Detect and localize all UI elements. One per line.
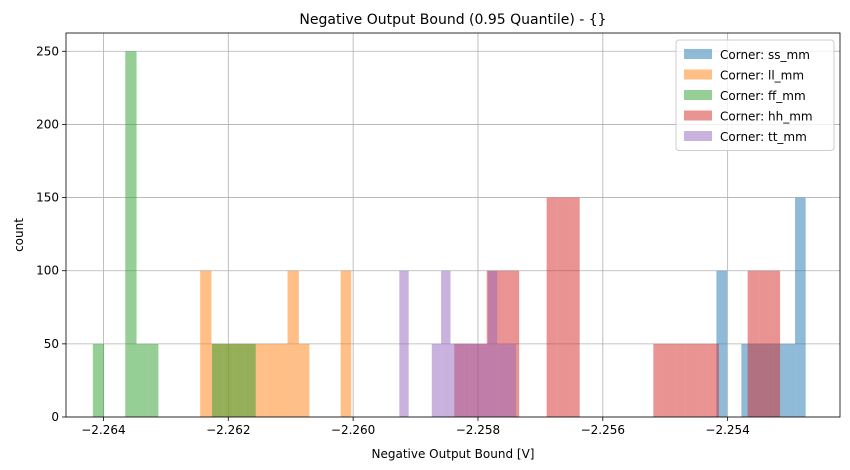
legend-swatch (684, 90, 712, 100)
histogram-bar (707, 343, 719, 417)
legend-label: Corner: hh_mm (720, 110, 813, 124)
histogram-bar (497, 343, 507, 417)
histogram-bar (431, 343, 442, 417)
histogram-bar (276, 343, 288, 417)
histogram-bar (469, 343, 479, 417)
histogram-bar (758, 270, 770, 417)
legend-label: Corner: tt_mm (720, 130, 807, 144)
legend-swatch (684, 110, 712, 121)
x-tick-label: −2.262 (206, 423, 250, 437)
y-tick-label: 150 (36, 191, 59, 205)
histogram-bar (399, 270, 409, 417)
y-tick-label: 250 (36, 44, 59, 58)
histogram-bar (340, 270, 352, 417)
histogram-bar (147, 343, 159, 417)
histogram-bar (546, 197, 558, 417)
legend-label: Corner: ll_mm (720, 69, 804, 83)
histogram-bar (212, 343, 224, 417)
y-tick-label: 0 (51, 410, 59, 424)
histogram-bar (125, 51, 137, 418)
y-axis-title: count (12, 218, 26, 252)
legend-label: Corner: ss_mm (720, 48, 810, 62)
histogram-bar (741, 343, 752, 417)
histogram-bar (663, 343, 676, 417)
series-4 (399, 270, 517, 417)
legend-swatch (684, 131, 712, 141)
histogram-bar (233, 343, 246, 417)
histogram-bar (506, 343, 517, 417)
histogram-bar (255, 343, 266, 417)
histogram-bar (487, 270, 498, 417)
histogram-bar (784, 343, 796, 417)
x-tick-label: −2.258 (456, 423, 500, 437)
histogram-bar (685, 343, 698, 417)
histogram-bar (265, 343, 277, 417)
histogram-bar (675, 343, 686, 417)
histogram-bar (298, 343, 310, 417)
histogram-bar (287, 270, 299, 417)
plot-frame (65, 32, 841, 418)
y-axis-ticks: 0 50 100 150 200 250 (36, 44, 66, 424)
histogram-bar (450, 343, 460, 417)
legend-swatch (684, 49, 712, 59)
x-axis-ticks: −2.264 −2.262 −2.260 −2.258 −2.256 −2.254 (81, 417, 750, 437)
x-tick-label: −2.264 (81, 423, 125, 437)
x-tick-label: −2.260 (331, 423, 375, 437)
histogram-bar (200, 270, 212, 417)
histogram-bar (769, 270, 781, 417)
x-tick-label: −2.254 (705, 423, 749, 437)
histogram-bar (459, 343, 470, 417)
histogram-bar (223, 343, 234, 417)
legend-swatch (684, 69, 712, 80)
chart-title: Negative Output Bound (0.95 Quantile) - … (299, 12, 606, 28)
histogram-bar (716, 270, 728, 417)
histogram-bar (245, 343, 256, 417)
chart-legend: Corner: ss_mm Corner: ll_mm Corner: ff_mm C… (675, 39, 835, 151)
histogram-bar (478, 343, 488, 417)
histogram-bar (92, 343, 105, 417)
histogram-bar (697, 343, 708, 417)
legend-box (675, 39, 835, 151)
histogram-bar (557, 197, 569, 417)
y-tick-label: 100 (36, 264, 59, 278)
series-2 (92, 51, 256, 418)
histogram-bar (568, 197, 580, 417)
legend-label: Corner: ff_mm (720, 89, 806, 103)
x-tick-label: −2.256 (581, 423, 625, 437)
histogram-bar (441, 270, 451, 417)
histogram-bar (653, 343, 664, 417)
histogram-bar (136, 343, 148, 417)
histogram-bar (795, 197, 806, 417)
histogram-bar (747, 270, 759, 417)
y-tick-label: 50 (44, 337, 59, 351)
histogram-bars (92, 51, 806, 418)
x-axis-title: Negative Output Bound [V] (372, 447, 535, 461)
y-tick-label: 200 (36, 117, 59, 131)
